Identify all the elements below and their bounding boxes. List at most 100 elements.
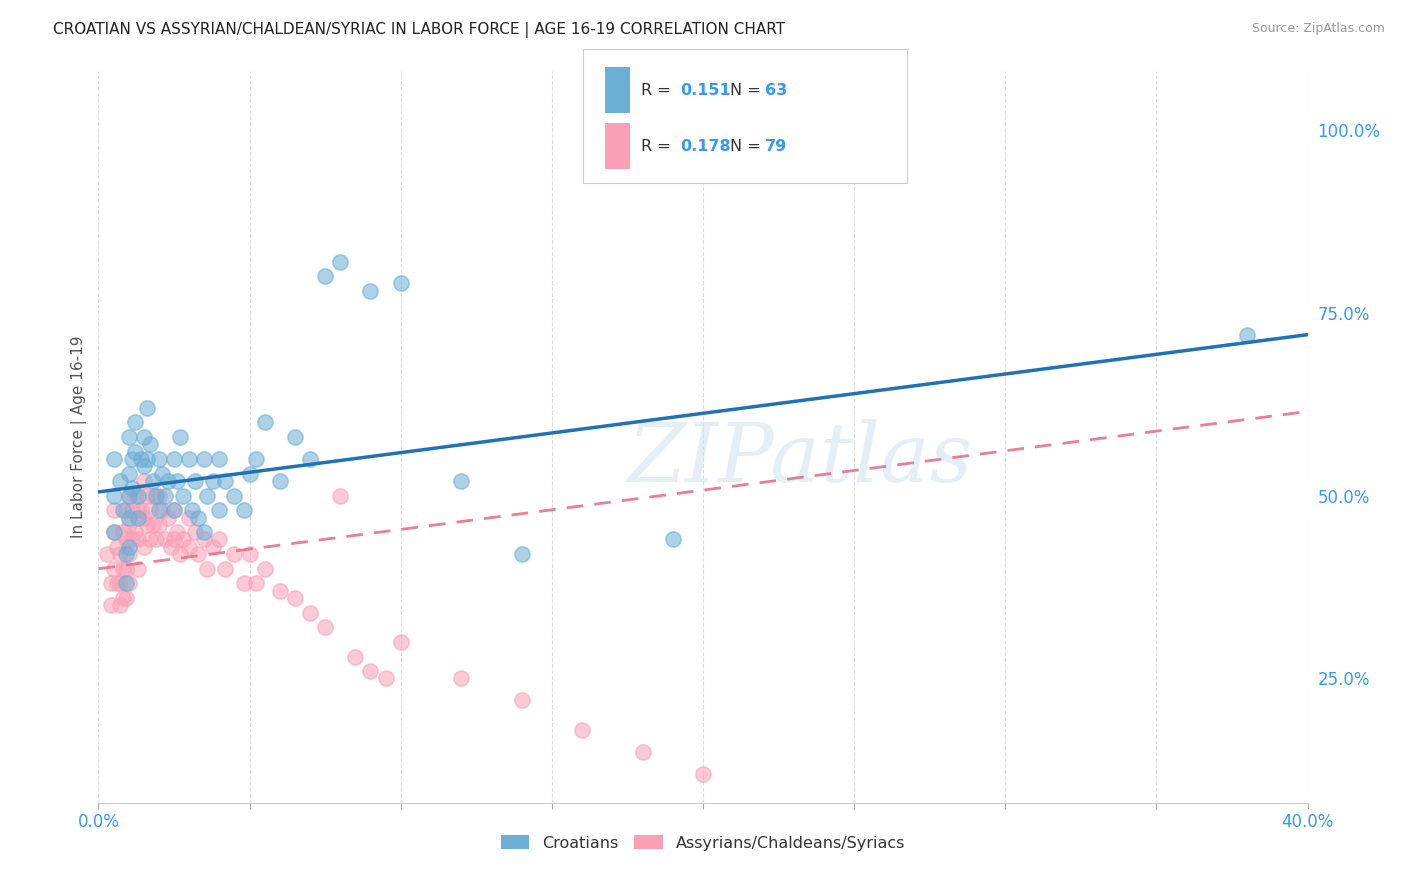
Point [208, 533, 231, 547]
Point [103, 562, 125, 576]
Point [145, 489, 167, 503]
Point [108, 576, 131, 591]
Point [160, 540, 183, 554]
Text: R =: R = [641, 83, 676, 97]
Point [208, 452, 231, 467]
Point [374, 672, 396, 686]
Point [132, 510, 155, 524]
Point [111, 525, 134, 540]
Point [224, 489, 246, 503]
Point [510, 547, 533, 561]
Point [132, 459, 155, 474]
Point [163, 533, 186, 547]
Y-axis label: In Labor Force | Age 16-19: In Labor Force | Age 16-19 [72, 335, 87, 539]
Point [195, 562, 218, 576]
Point [118, 547, 141, 561]
Point [156, 510, 179, 524]
Text: ZIPatlas: ZIPatlas [627, 419, 973, 499]
Point [269, 474, 291, 488]
Point [139, 533, 162, 547]
Point [232, 503, 254, 517]
Point [145, 533, 167, 547]
Point [139, 503, 162, 517]
Point [100, 599, 122, 613]
Point [184, 474, 207, 488]
Point [118, 510, 141, 524]
Text: N =: N = [730, 83, 766, 97]
Point [314, 269, 336, 284]
Point [124, 489, 146, 503]
Point [114, 547, 136, 561]
Point [103, 452, 125, 467]
Point [121, 481, 143, 495]
Point [127, 503, 149, 517]
Point [103, 503, 125, 517]
Point [118, 430, 141, 444]
Point [153, 533, 176, 547]
Text: Source: ZipAtlas.com: Source: ZipAtlas.com [1251, 22, 1385, 36]
Point [150, 467, 173, 481]
Point [344, 649, 367, 664]
Point [193, 533, 215, 547]
Point [299, 452, 322, 467]
Text: 0.151: 0.151 [681, 83, 731, 97]
Point [127, 510, 149, 524]
Point [202, 540, 225, 554]
Point [114, 562, 136, 576]
Point [108, 599, 131, 613]
Point [187, 510, 209, 524]
Point [195, 489, 218, 503]
Text: 63: 63 [765, 83, 787, 97]
Point [239, 467, 262, 481]
Point [329, 489, 352, 503]
Point [284, 591, 307, 605]
Point [148, 517, 170, 532]
Point [142, 517, 165, 532]
Point [121, 533, 143, 547]
Point [118, 576, 141, 591]
Point [166, 525, 188, 540]
Point [169, 430, 191, 444]
Point [156, 474, 179, 488]
Point [232, 576, 254, 591]
Text: CROATIAN VS ASSYRIAN/CHALDEAN/SYRIAC IN LABOR FORCE | AGE 16-19 CORRELATION CHAR: CROATIAN VS ASSYRIAN/CHALDEAN/SYRIAC IN … [53, 22, 786, 38]
Point [245, 576, 267, 591]
Point [103, 525, 125, 540]
Point [132, 430, 155, 444]
Point [360, 284, 382, 298]
Text: R =: R = [641, 139, 676, 153]
Point [661, 533, 683, 547]
Point [172, 533, 194, 547]
Point [114, 591, 136, 605]
Point [148, 452, 170, 467]
Point [132, 540, 155, 554]
Point [114, 576, 136, 591]
Point [127, 533, 149, 547]
Point [153, 489, 176, 503]
Point [179, 540, 201, 554]
Point [127, 562, 149, 576]
Point [129, 452, 152, 467]
Point [121, 452, 143, 467]
Point [510, 693, 533, 707]
Point [450, 672, 472, 686]
Point [100, 576, 122, 591]
Point [245, 452, 267, 467]
Point [571, 723, 593, 737]
Point [360, 664, 382, 678]
Point [239, 547, 262, 561]
Point [132, 474, 155, 488]
Point [193, 525, 215, 540]
Point [314, 620, 336, 634]
Point [139, 437, 162, 451]
Point [135, 401, 157, 415]
Point [111, 503, 134, 517]
Point [163, 503, 186, 517]
Point [692, 766, 714, 780]
Point [181, 503, 204, 517]
Point [284, 430, 307, 444]
Point [135, 517, 157, 532]
Point [150, 503, 173, 517]
Point [114, 503, 136, 517]
Point [1236, 327, 1258, 342]
